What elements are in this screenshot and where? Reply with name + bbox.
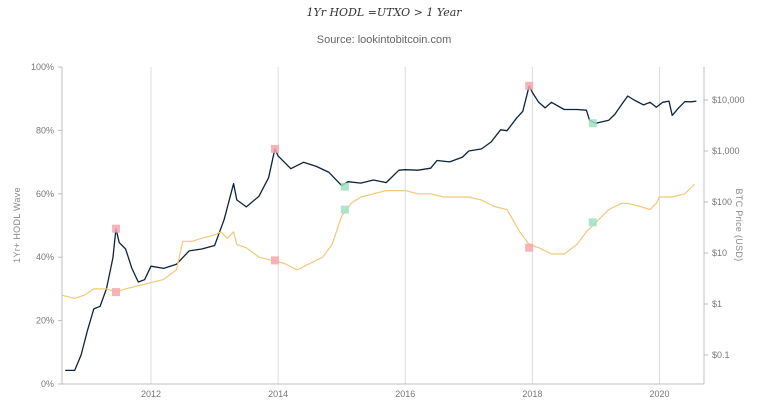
markers-layer	[112, 81, 597, 297]
x-tick-label: 2018	[522, 389, 542, 399]
highlight-marker	[525, 243, 534, 252]
highlight-marker	[340, 205, 349, 214]
y-right-tick-label: $1,000	[712, 146, 740, 156]
y-right-tick-label: $0.1	[712, 350, 730, 360]
y-left-tick-label: 0%	[41, 379, 54, 389]
series-layer	[61, 85, 697, 372]
y-right-tick-label: $100	[712, 197, 732, 207]
y-left-tick-label: 100%	[31, 62, 54, 72]
hodl-wave-line	[61, 183, 695, 299]
tick-labels: 2012 2014 2016 2018 2020 0% 20% 40% 60% 80% 100% $0…	[31, 62, 745, 399]
chart-title: 1Yr HODL =UTXO > 1 Year	[306, 6, 462, 19]
x-tick-label: 2014	[268, 389, 288, 399]
highlight-marker	[340, 182, 349, 191]
highlight-marker	[112, 224, 121, 233]
y-axis-right-label: BTC Price (USD)	[734, 188, 744, 261]
y-left-tick-label: 80%	[36, 125, 54, 135]
chart-subtitle: Source: lookintobitcoin.com	[316, 34, 452, 46]
highlight-marker	[270, 256, 279, 265]
axes	[58, 66, 708, 385]
y-right-tick-label: $10	[712, 248, 727, 258]
btc-price-line	[65, 85, 697, 372]
y-left-tick-label: 20%	[36, 316, 54, 326]
highlight-marker	[525, 81, 534, 90]
x-tick-label: 2020	[649, 389, 669, 399]
highlight-marker	[588, 119, 597, 128]
y-left-tick-label: 60%	[36, 189, 54, 199]
highlight-marker	[588, 218, 597, 227]
highlight-marker	[270, 144, 279, 153]
highlight-marker	[112, 288, 121, 297]
y-right-tick-label: $1	[712, 299, 722, 309]
grid-lines	[150, 67, 661, 384]
y-axis-left-label: 1Yr+ HODL Wave	[12, 187, 22, 263]
y-left-tick-label: 40%	[36, 252, 54, 262]
y-right-tick-label: $10,000	[712, 95, 745, 105]
x-tick-label: 2016	[395, 389, 415, 399]
x-tick-label: 2012	[141, 389, 161, 399]
